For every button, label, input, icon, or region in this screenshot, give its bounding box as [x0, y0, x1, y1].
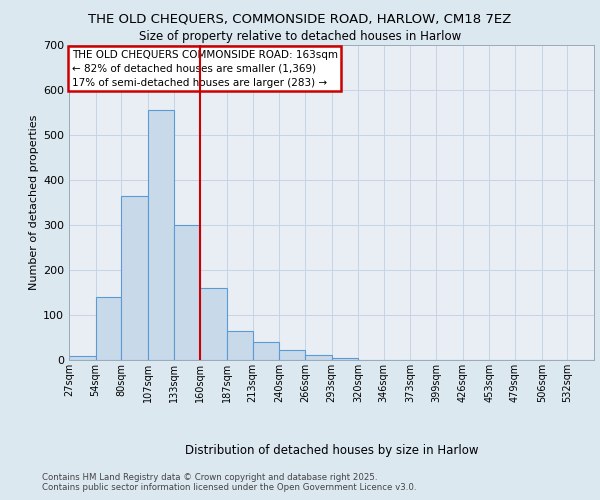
Bar [95, 297, 121, 360]
Text: Size of property relative to detached houses in Harlow: Size of property relative to detached ho… [139, 30, 461, 43]
X-axis label: Distribution of detached houses by size in Harlow: Distribution of detached houses by size … [185, 444, 478, 457]
Bar [331, 358, 358, 360]
Text: Contains HM Land Registry data © Crown copyright and database right 2025.
Contai: Contains HM Land Registry data © Crown c… [42, 473, 416, 492]
Text: THE OLD CHEQUERS COMMONSIDE ROAD: 163sqm
← 82% of detached houses are smaller (1: THE OLD CHEQUERS COMMONSIDE ROAD: 163sqm… [71, 50, 338, 88]
Bar [227, 331, 253, 360]
Bar [279, 350, 305, 360]
Y-axis label: Number of detached properties: Number of detached properties [29, 115, 39, 290]
Bar [69, 356, 95, 360]
Bar [200, 288, 227, 360]
Bar [148, 110, 173, 360]
Bar [253, 342, 279, 360]
Text: THE OLD CHEQUERS, COMMONSIDE ROAD, HARLOW, CM18 7EZ: THE OLD CHEQUERS, COMMONSIDE ROAD, HARLO… [88, 12, 512, 26]
Bar [173, 225, 200, 360]
Bar [305, 354, 331, 360]
Bar [121, 196, 148, 360]
